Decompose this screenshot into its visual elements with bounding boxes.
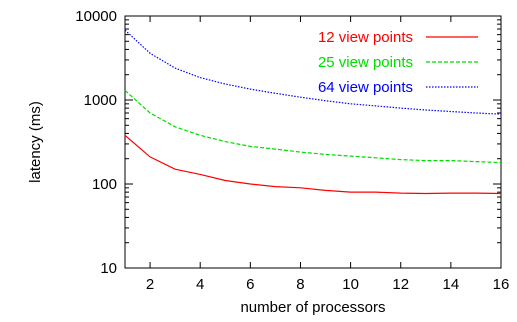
x-tick-label: 16 <box>493 276 510 293</box>
x-tick-label: 8 <box>296 276 304 293</box>
x-tick-label: 14 <box>443 276 460 293</box>
series-lines <box>124 29 502 195</box>
x-tick-label: 12 <box>392 276 409 293</box>
y-tick-label: 10 <box>100 260 117 277</box>
legend-label: 25 view points <box>318 54 413 71</box>
legend-label: 64 view points <box>318 79 413 96</box>
plot-area <box>124 15 502 269</box>
x-axis-ticks: 2 4 6 8 10 12 14 16 <box>146 16 509 293</box>
x-tick-label: 2 <box>146 276 154 293</box>
series-line-0 <box>124 134 502 195</box>
y-tick-label: 10000 <box>75 8 117 25</box>
x-axis-title: number of processors <box>240 299 385 316</box>
legend-label: 12 view points <box>318 29 413 46</box>
x-tick-label: 10 <box>342 276 359 293</box>
y-axis-title: latency (ms) <box>27 101 44 183</box>
y-tick-label: 100 <box>92 176 117 193</box>
x-tick-label: 4 <box>196 276 204 293</box>
plot-frame <box>124 15 502 269</box>
series-line-1 <box>124 89 502 164</box>
y-tick-label: 1000 <box>84 92 117 109</box>
x-tick-label: 6 <box>246 276 254 293</box>
series-line-2 <box>124 29 502 115</box>
legend: 12 view points 25 view points 64 view poin… <box>318 29 478 96</box>
y-axis-ticks: 10 100 1000 10000 <box>75 8 501 277</box>
